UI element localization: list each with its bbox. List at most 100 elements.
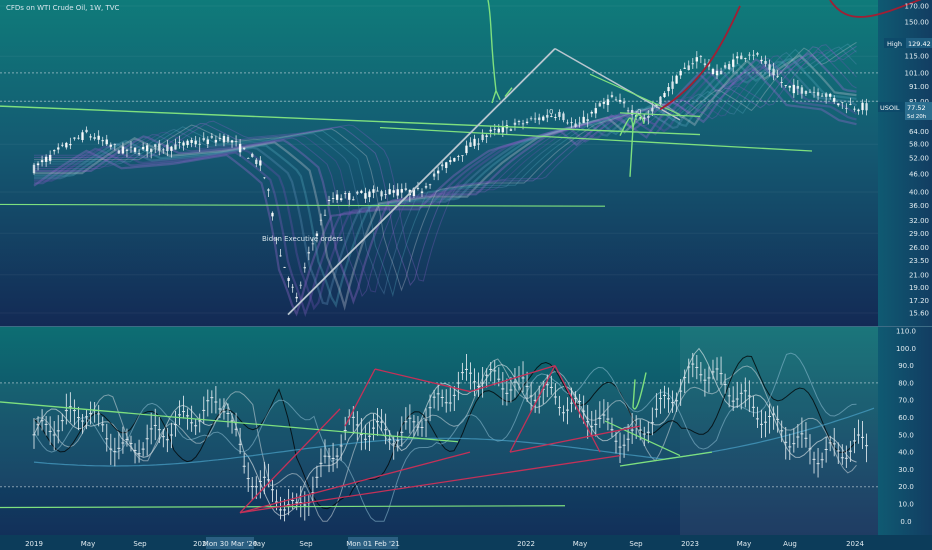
candle-body <box>396 189 399 196</box>
candle-body <box>356 191 359 194</box>
hand-arrow-up <box>487 0 501 104</box>
ma-ribbon <box>33 41 858 318</box>
candle-body <box>723 65 727 68</box>
osc-hand-mark <box>632 372 647 410</box>
wedge-lower <box>619 112 701 118</box>
candle-body <box>331 198 335 199</box>
candle-body <box>404 188 408 190</box>
price-tick-label: 101.00 <box>905 69 930 77</box>
candle-body <box>178 142 181 143</box>
candle-body <box>792 84 796 94</box>
candle-body <box>546 114 549 118</box>
candle-body <box>388 189 391 195</box>
price-tick-label: 150.00 <box>905 19 930 27</box>
countdown: 5d 20h <box>907 114 927 120</box>
candle-body <box>36 163 40 166</box>
candle-body <box>206 139 209 145</box>
candle-body <box>113 144 117 145</box>
candle-body <box>731 59 735 67</box>
time-tick-label: Sep <box>629 540 643 548</box>
osc-tick-label: 40.0 <box>898 449 914 457</box>
candle-body <box>218 138 222 140</box>
candle-body <box>630 109 634 115</box>
candle-body <box>837 103 840 106</box>
time-highlight-label: Mon 30 Mar '20 <box>203 540 257 548</box>
trendline-support <box>379 126 813 152</box>
last-value: 77.52 <box>907 104 926 112</box>
candle-body <box>756 53 759 55</box>
price-tick-label: 81.00 <box>909 98 929 106</box>
annotation-zero-2: 0 <box>637 108 641 116</box>
candle-body <box>307 252 311 254</box>
ma-line <box>34 43 857 298</box>
candle-body <box>32 164 36 174</box>
annotation-zero-1: 0 <box>549 108 553 116</box>
candle-body <box>416 188 420 189</box>
candle-body <box>364 193 367 199</box>
osc-redline-1 <box>239 451 471 514</box>
candle-body <box>445 162 448 168</box>
candle-body <box>291 286 294 288</box>
candle-body <box>542 116 545 121</box>
candle-body <box>73 137 76 139</box>
osc-redline-7 <box>554 365 601 453</box>
candle-body <box>453 158 456 162</box>
candle-body <box>420 191 424 193</box>
candle-body <box>222 135 226 143</box>
price-tick-label: 19.00 <box>909 284 929 292</box>
candle-body <box>740 55 743 60</box>
candle-body <box>590 111 593 114</box>
candle-body <box>65 142 68 148</box>
candle-body <box>380 191 383 197</box>
symbol-label: USOIL <box>880 104 900 112</box>
candle-body <box>129 146 133 148</box>
time-tick-label: Sep <box>299 540 313 548</box>
candle-body <box>234 141 238 142</box>
user-drawings[interactable] <box>0 0 932 514</box>
candle-body <box>715 70 719 76</box>
oscillator-axis: 110.0 100.0 90.0 80.0 70.0 60.0 50.0 40.0 30.0 20… <box>896 328 916 526</box>
candle-body <box>81 132 84 140</box>
ma-line <box>34 46 857 295</box>
candle-body <box>796 85 800 89</box>
osc-tick-label: 50.0 <box>898 431 914 439</box>
osc-trendline-2 <box>619 451 713 467</box>
price-candles <box>32 50 868 303</box>
candle-body <box>481 134 484 141</box>
ma-line <box>33 66 857 317</box>
candle-body <box>105 139 108 145</box>
candle-body <box>509 129 513 131</box>
oscillator-line <box>33 352 857 522</box>
price-tick-label: 46.00 <box>909 170 929 178</box>
candle-body <box>699 56 703 57</box>
candle-body <box>485 135 488 137</box>
diagonal-rally-line <box>287 48 556 316</box>
candle-body <box>618 99 622 102</box>
bottom-panel-bg <box>0 327 878 535</box>
candle-body <box>247 158 250 159</box>
projection-curve <box>659 0 922 111</box>
osc-tick-label: 110.0 <box>896 328 916 336</box>
osc-tick-label: 80.0 <box>898 379 914 387</box>
candle-body <box>659 96 662 105</box>
candle-body <box>473 138 476 146</box>
candle-body <box>400 189 403 193</box>
candle-body <box>849 103 852 105</box>
candle-body <box>833 98 836 102</box>
candle-body <box>53 150 56 152</box>
price-tick-label: 115.00 <box>905 53 930 61</box>
candle-body <box>525 121 529 123</box>
candle-body <box>626 110 630 112</box>
candle-body <box>275 238 278 240</box>
candle-body <box>493 128 496 130</box>
candle-body <box>602 101 606 104</box>
candle-body <box>93 137 96 139</box>
price-tick-label: 58.00 <box>909 141 929 149</box>
candle-body <box>190 140 193 143</box>
candle-body <box>299 284 302 286</box>
candle-body <box>667 87 670 92</box>
wedge-upper <box>589 73 681 116</box>
ma-line <box>34 51 857 298</box>
bottom-gridlines <box>0 382 878 488</box>
